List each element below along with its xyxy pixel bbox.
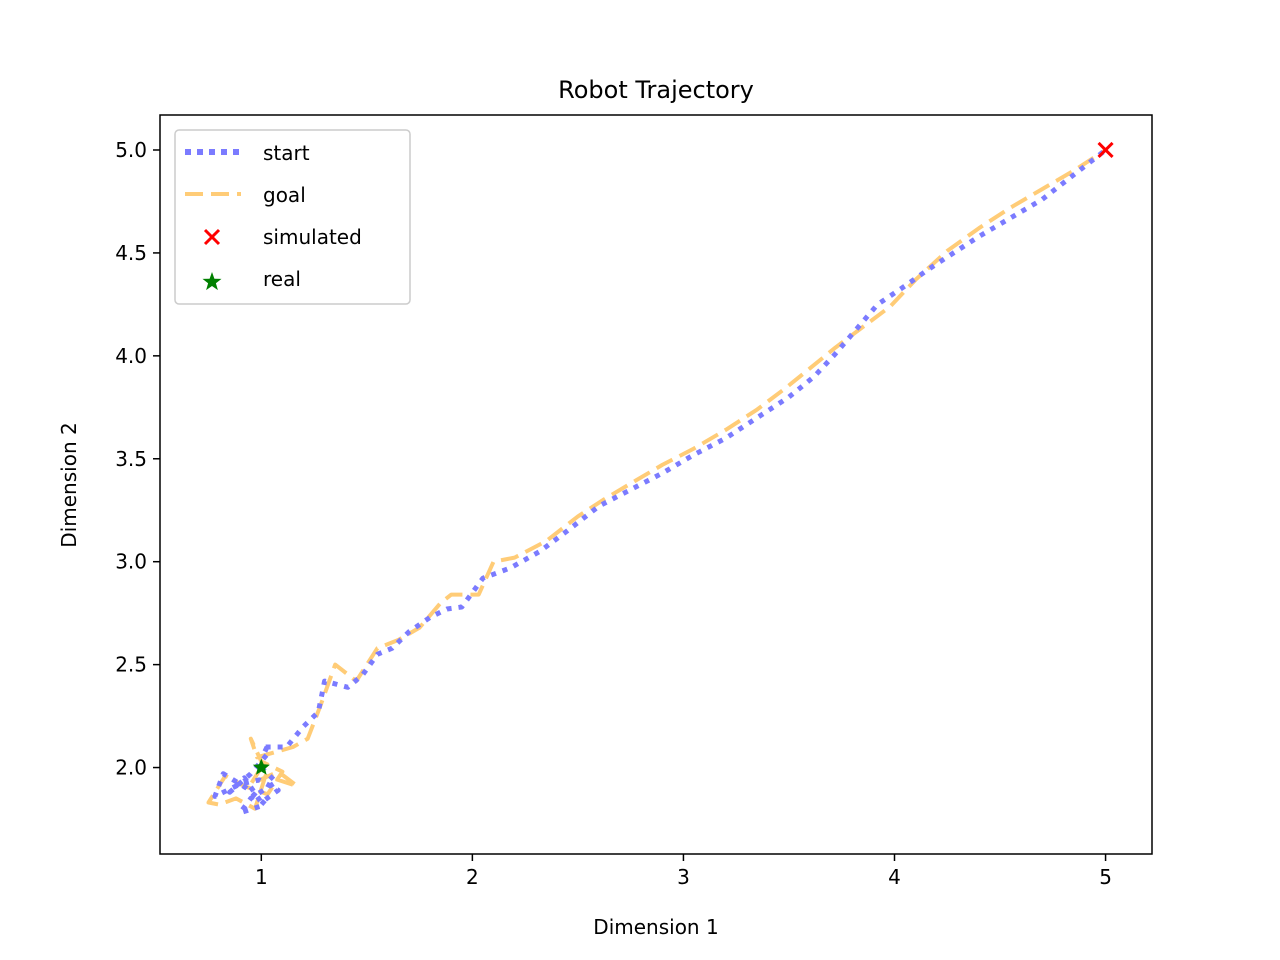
y-axis-label: Dimension 2 xyxy=(57,422,81,547)
marker-simulated xyxy=(1097,141,1114,159)
legend-real-marker xyxy=(202,272,222,291)
x-tick-label: 3 xyxy=(677,865,690,889)
y-tick-label: 4.0 xyxy=(115,344,147,368)
y-axis-ticks: 2.0 2.5 3.0 3.5 4.0 4.5 5.0 xyxy=(115,138,160,780)
y-tick-label: 3.5 xyxy=(115,447,147,471)
legend-simulated-marker xyxy=(203,228,221,246)
legend-start-label: start xyxy=(263,141,310,165)
x-axis-ticks: 1 2 3 4 5 xyxy=(255,854,1112,889)
legend-goal-label: goal xyxy=(263,183,306,207)
marker-real xyxy=(252,758,270,775)
y-tick-label: 4.5 xyxy=(115,241,147,265)
x-axis-label: Dimension 1 xyxy=(593,915,718,939)
y-tick-label: 2.0 xyxy=(115,756,147,780)
legend-box xyxy=(174,129,411,305)
x-tick-label: 2 xyxy=(466,865,479,889)
x-tick-label: 4 xyxy=(888,865,901,889)
y-tick-label: 5.0 xyxy=(115,138,147,162)
legend: start goal simulated real xyxy=(174,129,411,305)
plot-area-frame xyxy=(159,114,1153,855)
marker-layer xyxy=(252,141,1114,775)
x-tick-label: 5 xyxy=(1099,865,1112,889)
y-tick-label: 3.0 xyxy=(115,550,147,574)
x-tick-label: 1 xyxy=(255,865,268,889)
legend-real-label: real xyxy=(263,267,301,291)
series-line-start xyxy=(212,148,1108,816)
y-tick-label: 2.5 xyxy=(115,653,147,677)
series-layer xyxy=(206,148,1108,816)
legend-simulated-label: simulated xyxy=(263,225,362,249)
chart-title: Robot Trajectory xyxy=(558,76,754,104)
